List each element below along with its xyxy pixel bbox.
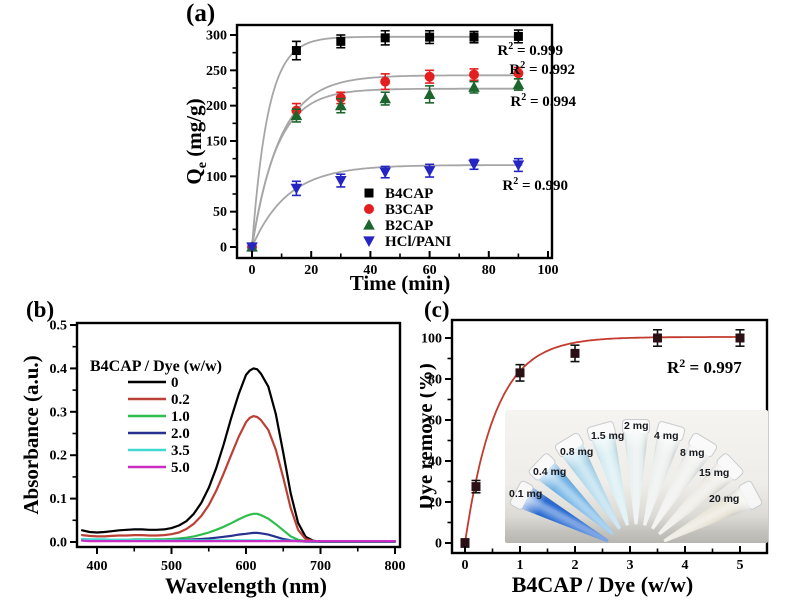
svg-text:250: 250: [206, 64, 227, 79]
svg-text:100: 100: [421, 332, 442, 347]
panel-c-dye-removal: (c) 0 1 2 3 4 5 0 20 40 60 80 100 B4CAP / Dye (w/w) D…: [420, 295, 805, 610]
svg-text:20: 20: [428, 496, 442, 511]
svg-text:4: 4: [682, 558, 689, 573]
svg-text:300: 300: [206, 29, 227, 44]
svg-text:R2 = 0.999: R2 = 0.999: [497, 41, 563, 59]
inset-photo-tubes: 0.1 mg 0.4 mg 0.8 mg 1.5 mg 2 mg 4 mg 8 mg 15 m…: [505, 410, 768, 543]
tube-label: 1.5 mg: [591, 430, 625, 442]
svg-text:150: 150: [206, 135, 227, 150]
svg-text:Dye remove (%): Dye remove (%): [420, 363, 437, 510]
svg-text:R2 = 0.990: R2 = 0.990: [502, 176, 568, 194]
tube-label: 4 mg: [654, 430, 679, 442]
svg-text:B4CAP / Dye (w/w): B4CAP / Dye (w/w): [90, 358, 222, 375]
svg-text:60: 60: [423, 263, 437, 278]
svg-text:5.0: 5.0: [171, 460, 190, 476]
svg-text:3.5: 3.5: [171, 443, 190, 459]
svg-text:R2 = 0.994: R2 = 0.994: [510, 92, 576, 110]
tube-label: 20 mg: [709, 493, 740, 505]
svg-text:R2 = 0.997: R2 = 0.997: [667, 356, 742, 377]
tube-label: 8 mg: [680, 447, 705, 459]
svg-text:500: 500: [161, 559, 182, 574]
svg-text:0: 0: [462, 558, 469, 573]
svg-text:B3CAP: B3CAP: [385, 202, 433, 218]
panel-a-label: (a): [186, 0, 216, 27]
svg-text:80: 80: [428, 373, 442, 388]
svg-text:200: 200: [206, 99, 227, 114]
svg-text:40: 40: [363, 263, 377, 278]
svg-text:100: 100: [206, 170, 227, 185]
svg-text:0: 0: [171, 375, 179, 391]
kinetics-chart: 0 20 40 60 80 100 0 50 100 150 200 250 300 Time (min)…: [185, 23, 576, 295]
svg-text:Time (min): Time (min): [350, 271, 451, 295]
svg-text:1.0: 1.0: [171, 409, 190, 425]
svg-text:2.0: 2.0: [171, 426, 190, 442]
svg-text:0.1: 0.1: [50, 492, 68, 507]
absorbance-spectra-chart: 400 500 600 700 800 0.0 0.1 0.2 0.3 0.4 0.5 Wavelen…: [20, 319, 406, 599]
svg-text:0: 0: [435, 537, 442, 552]
svg-text:80: 80: [482, 263, 496, 278]
svg-text:20: 20: [304, 263, 318, 278]
panel-b-label: (b): [26, 297, 55, 322]
svg-text:0: 0: [220, 241, 227, 256]
svg-text:B4CAP / Dye (w/w): B4CAP / Dye (w/w): [512, 572, 693, 597]
panel-c-label: (c): [424, 297, 450, 322]
tube-label: 0.1 mg: [509, 488, 543, 500]
svg-text:Qe (mg/g): Qe (mg/g): [185, 98, 210, 184]
svg-text:Absorbance (a.u.): Absorbance (a.u.): [20, 355, 43, 514]
svg-text:Wavelength (nm): Wavelength (nm): [165, 573, 327, 598]
svg-text:50: 50: [213, 205, 227, 220]
svg-text:2: 2: [572, 558, 579, 573]
svg-text:B4CAP: B4CAP: [385, 186, 433, 202]
svg-text:5: 5: [737, 558, 744, 573]
svg-text:0.2: 0.2: [50, 449, 68, 464]
tube-label: 15 mg: [699, 467, 730, 479]
tube-label: 2 mg: [624, 420, 649, 432]
svg-text:0.2: 0.2: [171, 392, 190, 408]
svg-text:0.4: 0.4: [50, 362, 68, 377]
svg-text:HCl/PANI: HCl/PANI: [385, 234, 452, 250]
svg-text:100: 100: [538, 263, 559, 278]
svg-text:600: 600: [236, 559, 257, 574]
svg-text:0.3: 0.3: [50, 405, 68, 420]
sample-tube: [621, 419, 651, 528]
svg-text:60: 60: [428, 414, 442, 429]
svg-text:700: 700: [310, 559, 331, 574]
svg-text:0: 0: [249, 263, 256, 278]
svg-text:0.5: 0.5: [50, 319, 68, 334]
tube-label: 0.4 mg: [533, 466, 567, 478]
dye-removal-chart: 0 1 2 3 4 5 0 20 40 60 80 100 B4CAP / Dye (w/w) Dye r…: [420, 318, 769, 597]
svg-text:800: 800: [385, 559, 406, 574]
panel-a-kinetics: (a) 0 20 40 60 80 100 0 50 100 150 200 250 300 Time (…: [185, 0, 585, 298]
svg-text:3: 3: [627, 558, 634, 573]
svg-text:400: 400: [87, 559, 108, 574]
tube-label: 0.8 mg: [560, 446, 594, 458]
svg-text:40: 40: [428, 455, 442, 470]
svg-text:0.0: 0.0: [50, 536, 68, 551]
svg-text:R2 = 0.992: R2 = 0.992: [509, 60, 575, 78]
svg-text:B2CAP: B2CAP: [385, 218, 433, 234]
panel-b-spectra: (b) 400 500 600 700 800 0.0 0.1 0.2 0.3 0.4 0.5 Wav…: [20, 295, 430, 610]
svg-text:1: 1: [517, 558, 524, 573]
